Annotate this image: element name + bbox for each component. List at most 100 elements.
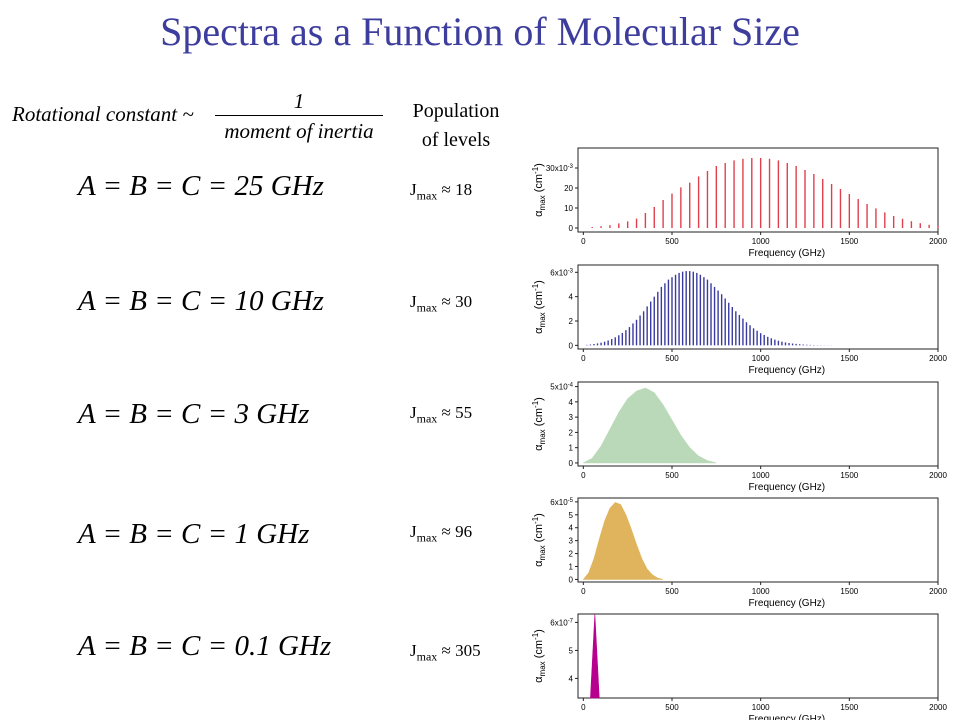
jmax-value: ≈ 305 [441,641,481,660]
population-header: Population of levels [398,97,514,155]
x-tick-label: 1000 [752,471,770,480]
x-tick-label: 500 [665,587,679,596]
y-tick-label: 2 [569,428,574,437]
jmax-value: ≈ 30 [441,292,473,311]
spectrum-chart-3: 0 500 1000 1500 2000 0 1 2 3 4 5x10-4 Frequency (GH… [531,381,947,493]
y-tick-label: 30x10-3 [546,164,574,173]
x-axis-label: Frequency (GHz) [748,482,825,493]
x-tick-label: 1000 [752,703,770,712]
plot-frame [577,381,939,467]
y-tick-label: 0 [569,224,574,233]
spectrum-chart-1: 0 500 1000 1500 2000 0 10 20 30x10-3 Frequency (G… [531,147,947,259]
x-tick-label: 2000 [929,587,947,596]
y-tick-label: 0 [569,459,574,468]
jmax-value: ≈ 18 [441,180,473,199]
rotational-constants-equation-2: A = B = C = 10 GHz [78,285,324,317]
jmax-subscript: max [416,530,438,545]
x-tick-label: 2000 [929,471,947,480]
plot-frame [577,264,939,350]
plot-frame [577,497,939,583]
x-axis-label: Frequency (GHz) [748,365,825,376]
y-tick-label: 3 [569,537,574,546]
jmax-subscript: max [416,188,438,203]
y-tick-label: 2 [569,550,574,559]
y-tick-label: 4 [569,524,574,533]
spectral-envelope [583,387,717,464]
rotational-constants-equation-4: A = B = C = 1 GHz [78,518,310,550]
jmax-label-4: Jmax ≈ 96 [410,522,472,545]
rotational-constant-formula: Rotational constant ~ 1 moment of inerti… [12,88,383,148]
y-axis-label: αmax (cm-1) [531,280,547,334]
x-tick-label: 2000 [929,354,947,363]
y-tick-label: 4 [569,398,574,407]
y-tick-label: 1 [569,562,574,571]
jmax-symbol: J [410,641,417,660]
slide-title: Spectra as a Function of Molecular Size [160,9,800,54]
rotational-constant-label: Rotational constant ~ [12,102,194,126]
x-tick-label: 0 [581,471,586,480]
jmax-subscript: max [416,300,438,315]
y-tick-label: 3 [569,413,574,422]
x-tick-label: 500 [665,703,679,712]
x-tick-label: 0 [581,237,586,246]
jmax-label-1: Jmax ≈ 18 [410,180,472,203]
fraction-denominator: moment of inertia [224,119,374,143]
x-tick-label: 1500 [840,237,858,246]
jmax-symbol: J [410,292,417,311]
y-axis-label: αmax (cm-1) [531,397,547,451]
x-axis-label: Frequency (GHz) [748,714,825,720]
jmax-label-3: Jmax ≈ 55 [410,403,472,426]
y-tick-label: 6x10-3 [550,268,573,277]
y-tick-label: 5 [569,646,574,655]
jmax-label-2: Jmax ≈ 30 [410,292,472,315]
population-header-line1: Population [412,100,500,122]
fraction-bar [215,115,383,116]
y-tick-label: 20 [564,184,573,193]
spectrum-chart-4: 0 500 1000 1500 2000 0 1 2 3 4 5 6x10-5 Frequency (G… [531,497,947,609]
jmax-symbol: J [410,522,417,541]
y-tick-label: 0 [569,341,574,350]
x-tick-label: 1000 [752,237,770,246]
rotational-constants-equation-3: A = B = C = 3 GHz [78,398,310,430]
x-tick-label: 2000 [929,237,947,246]
spectral-envelope [582,502,664,580]
x-axis-label: Frequency (GHz) [748,248,825,259]
fraction-numerator: 1 [293,89,305,113]
x-tick-label: 500 [665,471,679,480]
jmax-subscript: max [416,411,438,426]
x-tick-label: 1500 [840,703,858,712]
spectrum-chart-5: 0 500 1000 1500 2000 4 5 6x10-7 Frequency (GHz) α… [531,613,947,720]
jmax-subscript: max [416,649,438,664]
jmax-value: ≈ 55 [441,403,473,422]
rotational-fraction: 1 moment of inertia [215,88,383,144]
x-tick-label: 0 [581,587,586,596]
spectrum-chart-2: 0 500 1000 1500 2000 0 2 4 6x10-3 Frequency (GHz)… [531,264,947,376]
x-tick-label: 1500 [840,354,858,363]
x-tick-label: 500 [665,237,679,246]
y-axis-label: αmax (cm-1) [531,163,547,217]
rotational-constants-equation-5: A = B = C = 0.1 GHz [78,630,332,662]
x-tick-label: 1500 [840,471,858,480]
y-tick-label: 5 [569,511,574,520]
jmax-symbol: J [410,180,417,199]
population-header-line2: of levels [421,129,491,151]
y-tick-label: 5x10-4 [550,383,573,392]
jmax-symbol: J [410,403,417,422]
x-tick-label: 500 [665,354,679,363]
x-axis-label: Frequency (GHz) [748,598,825,609]
y-tick-label: 6x10-5 [550,498,573,507]
y-tick-label: 4 [569,674,574,683]
y-tick-label: 10 [564,204,573,213]
rotational-constants-equation-1: A = B = C = 25 GHz [78,170,324,202]
x-tick-label: 0 [581,703,586,712]
spectral-envelope [590,613,600,699]
y-tick-label: 4 [569,293,574,302]
x-tick-label: 2000 [929,703,947,712]
y-axis-label: αmax (cm-1) [531,513,547,567]
y-axis-label: αmax (cm-1) [531,629,547,683]
jmax-label-5: Jmax ≈ 305 [410,641,481,664]
plot-frame [577,613,939,699]
y-tick-label: 1 [569,444,574,453]
x-tick-label: 1000 [752,587,770,596]
